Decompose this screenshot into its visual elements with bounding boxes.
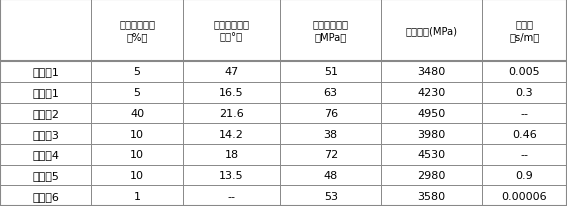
Text: 63: 63 [324, 88, 338, 98]
Text: 13.5: 13.5 [219, 170, 244, 180]
Text: 实施例2: 实施例2 [32, 108, 59, 118]
Text: 实施例4: 实施例4 [32, 150, 59, 159]
Text: 14.2: 14.2 [219, 129, 244, 139]
Text: 0.46: 0.46 [512, 129, 537, 139]
Text: 18: 18 [225, 150, 239, 159]
Text: 5: 5 [133, 67, 141, 77]
Text: 1: 1 [133, 191, 141, 201]
Text: 21.6: 21.6 [219, 108, 244, 118]
Text: 51: 51 [324, 67, 338, 77]
Text: 10: 10 [130, 129, 144, 139]
Text: --: -- [521, 150, 528, 159]
Text: 实施例6: 实施例6 [32, 191, 59, 201]
Text: 纳米粒子取向
度（°）: 纳米粒子取向 度（°） [214, 19, 249, 42]
Text: 3980: 3980 [417, 129, 446, 139]
Text: 16.5: 16.5 [219, 88, 244, 98]
Text: 5: 5 [133, 88, 141, 98]
Text: 4950: 4950 [417, 108, 446, 118]
Text: 3480: 3480 [417, 67, 446, 77]
Text: 40: 40 [130, 108, 144, 118]
Text: 拉伸模量(MPa): 拉伸模量(MPa) [405, 26, 458, 36]
Text: --: -- [227, 191, 235, 201]
Text: 48: 48 [324, 170, 338, 180]
Text: 0.005: 0.005 [509, 67, 540, 77]
Text: 4530: 4530 [417, 150, 446, 159]
Text: 47: 47 [225, 67, 239, 77]
Text: 实施例1: 实施例1 [32, 88, 59, 98]
Text: 2980: 2980 [417, 170, 446, 180]
Text: 3580: 3580 [417, 191, 446, 201]
Text: 76: 76 [324, 108, 338, 118]
Text: 纳米粒子含量
（%）: 纳米粒子含量 （%） [119, 19, 155, 42]
Text: 53: 53 [324, 191, 338, 201]
Text: 10: 10 [130, 170, 144, 180]
Text: 0.9: 0.9 [515, 170, 534, 180]
Text: 实施例5: 实施例5 [32, 170, 59, 180]
Text: 电导率
（s/m）: 电导率 （s/m） [509, 19, 540, 42]
Text: --: -- [521, 108, 528, 118]
Text: 实施例3: 实施例3 [32, 129, 59, 139]
Text: 0.3: 0.3 [515, 88, 534, 98]
Text: 10: 10 [130, 150, 144, 159]
Text: 对比例1: 对比例1 [32, 67, 59, 77]
Text: 轴向拉伸强度
（MPa）: 轴向拉伸强度 （MPa） [313, 19, 349, 42]
Text: 0.00006: 0.00006 [502, 191, 547, 201]
Text: 72: 72 [324, 150, 338, 159]
Text: 38: 38 [324, 129, 338, 139]
Text: 4230: 4230 [417, 88, 446, 98]
